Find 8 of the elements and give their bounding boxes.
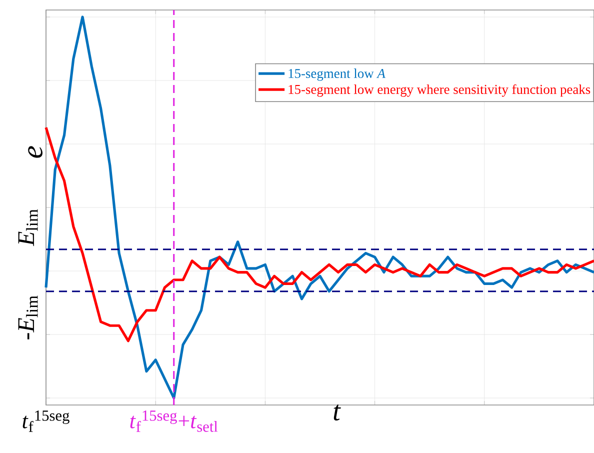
x-tick-label: t$_{f}$15seg	[22, 410, 70, 432]
x-axis-title: t	[334, 404, 341, 420]
ref-line-label: -E$_{lim}$	[18, 296, 38, 340]
text: 15-segment low energy where sensitivity function peaks	[288, 84, 590, 97]
x-tick-label: t$_{f}$$^{15seg}$+t$_{setl}$	[130, 410, 218, 432]
y-axis-title: e	[28, 146, 42, 158]
ref-line-label: E$_{lim}$	[18, 209, 38, 246]
text: 15-segment low A	[288, 68, 386, 81]
